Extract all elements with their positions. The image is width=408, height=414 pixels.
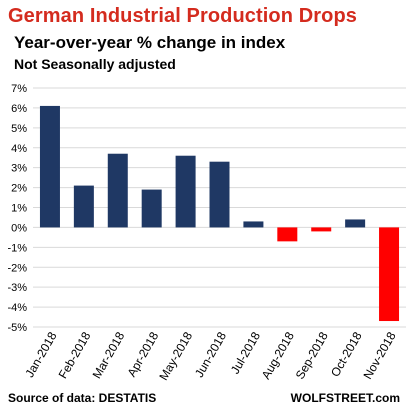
x-tick-label: Oct-2018 xyxy=(328,329,365,379)
y-tick-label: 6% xyxy=(11,103,27,115)
x-tick-label: Aug-2018 xyxy=(259,329,297,381)
bar-jun-2018 xyxy=(209,161,230,228)
chart-note: Not Seasonally adjusted xyxy=(14,56,176,72)
y-tick-label: 1% xyxy=(11,203,27,215)
y-axis-ticks: 7% 6% 5% 4% 3% 2% 1% 0% -1% -2% -3% -4% -5% xyxy=(7,83,27,334)
bar-mar-2018 xyxy=(107,153,128,228)
bar-aug-2018 xyxy=(277,227,298,242)
y-tick-label: -2% xyxy=(7,262,27,274)
bar-sep-2018 xyxy=(311,227,332,232)
bar-may-2018 xyxy=(175,155,196,228)
x-tick-label: May-2018 xyxy=(156,329,195,382)
y-tick-label: 0% xyxy=(11,222,27,234)
bar-apr-2018 xyxy=(141,189,162,228)
bar-jan-2018 xyxy=(39,105,60,228)
brand-label: WOLFSTREET.com xyxy=(290,391,400,405)
y-tick-label: 5% xyxy=(11,123,27,135)
bar-feb-2018 xyxy=(73,185,94,228)
y-tick-label: -1% xyxy=(7,242,27,254)
chart-title: German Industrial Production Drops xyxy=(8,5,357,27)
bar-jul-2018 xyxy=(243,221,264,228)
x-tick-label: Nov-2018 xyxy=(361,329,399,381)
x-tick-label: Jun-2018 xyxy=(192,329,229,380)
bars xyxy=(39,105,400,322)
y-tick-label: 3% xyxy=(11,163,27,175)
bar-nov-2018 xyxy=(379,227,400,322)
bar-oct-2018 xyxy=(345,219,366,228)
y-tick-label: 7% xyxy=(11,83,27,95)
source-label: Source of data: DESTATIS xyxy=(8,391,157,405)
y-tick-label: -3% xyxy=(7,282,27,294)
grid-lines xyxy=(33,87,406,328)
x-tick-label: Apr-2018 xyxy=(124,329,161,379)
x-axis-ticks: Jan-2018Feb-2018Mar-2018Apr-2018May-2018… xyxy=(22,329,398,383)
y-tick-label: -5% xyxy=(7,322,27,334)
x-tick-label: Sep-2018 xyxy=(293,329,331,381)
x-tick-label: Jan-2018 xyxy=(22,329,59,380)
y-tick-label: 4% xyxy=(11,143,27,155)
x-tick-label: Jul-2018 xyxy=(228,329,263,376)
y-tick-label: 2% xyxy=(11,183,27,195)
x-tick-label: Mar-2018 xyxy=(90,329,128,381)
x-tick-label: Feb-2018 xyxy=(56,329,94,381)
y-tick-label: -4% xyxy=(7,302,27,314)
chart-subtitle: Year-over-year % change in index xyxy=(14,33,286,52)
